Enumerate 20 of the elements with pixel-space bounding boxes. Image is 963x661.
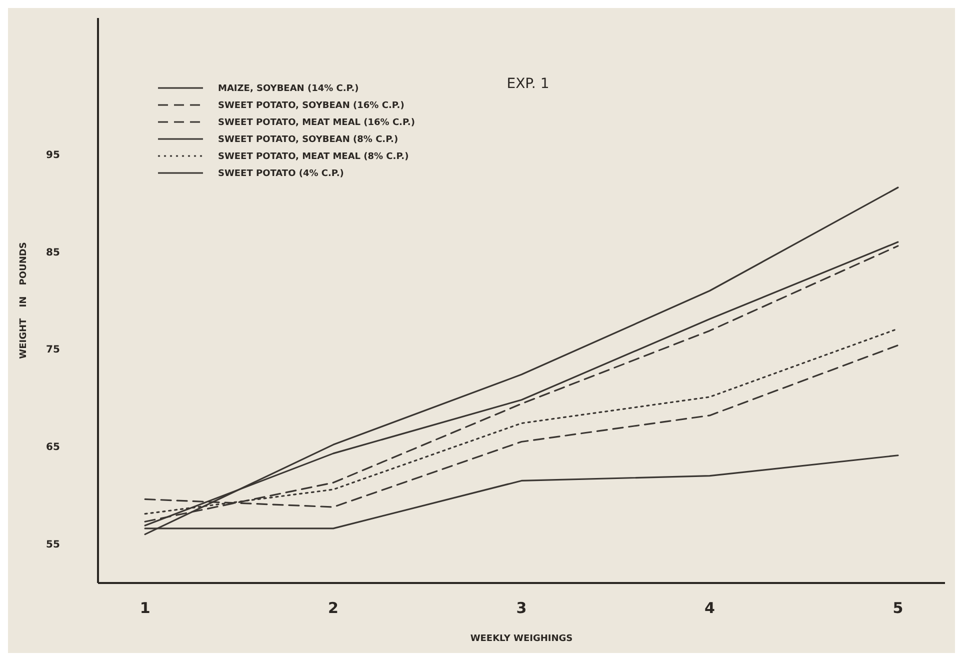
legend-label: SWEET POTATO (4% C.P.) — [218, 169, 344, 180]
legend-label: MAIZE, SOYBEAN (14% C.P.) — [218, 84, 359, 94]
y-tick-label: 85 — [46, 247, 60, 258]
x-tick-label: 2 — [328, 599, 338, 617]
y-axis-title: WEIGHT IN POUNDS — [19, 242, 29, 359]
legend-label: SWEET POTATO, SOYBEAN (8% C.P.) — [218, 135, 398, 146]
y-tick-label: 75 — [46, 344, 60, 356]
x-tick-label: 4 — [704, 599, 715, 617]
y-tick-label: 95 — [46, 150, 60, 161]
legend-label: SWEET POTATO, MEAT MEAL (8% C.P.) — [218, 152, 409, 162]
y-tick-label: 55 — [46, 540, 60, 551]
y-tick-label: 65 — [46, 442, 60, 454]
x-axis-title: WEEKLY WEIGHINGS — [470, 634, 573, 644]
x-tick-label: 5 — [892, 599, 904, 617]
x-tick-label: 3 — [516, 599, 527, 617]
legend-label: SWEET POTATO, MEAT MEAL (16% C.P.) — [218, 118, 415, 128]
x-tick-label: 1 — [140, 599, 150, 617]
text: EXP. 1 — [506, 76, 550, 92]
legend-label: SWEET POTATO, SOYBEAN (16% C.P.) — [218, 101, 404, 112]
line-series — [144, 186, 899, 536]
